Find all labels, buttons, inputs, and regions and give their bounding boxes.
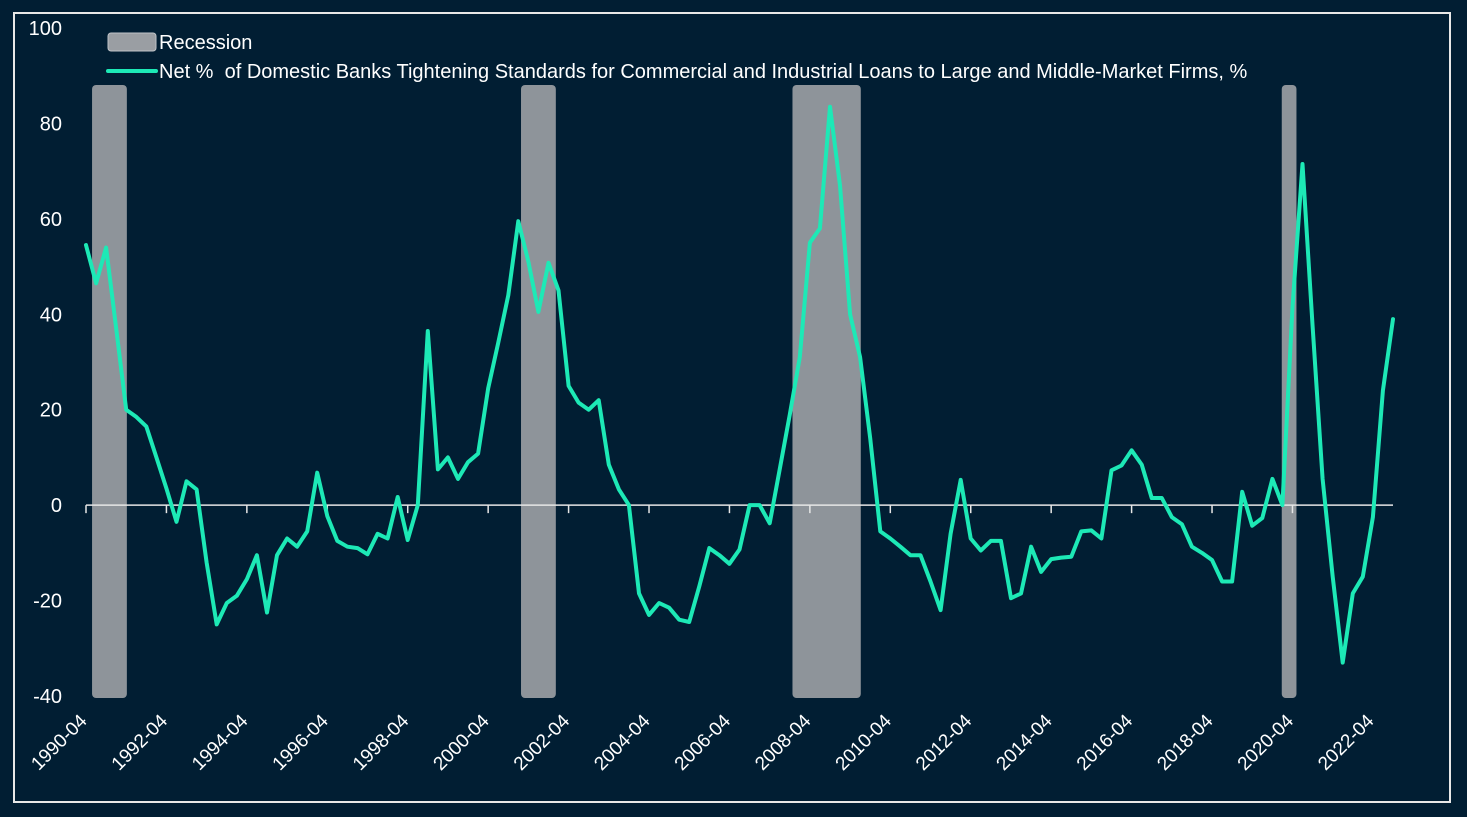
x-tick-label: 1990-04 — [27, 710, 91, 774]
series-line-net-tightening — [84, 104, 1395, 665]
x-tick-label: 2008-04 — [751, 710, 815, 774]
x-tick-label: 1992-04 — [108, 710, 172, 774]
x-tick-label: 2014-04 — [993, 710, 1057, 774]
y-tick-label: 20 — [40, 400, 62, 422]
x-tick-label: 2022-04 — [1314, 710, 1378, 774]
x-tick-label: 1994-04 — [188, 710, 252, 774]
x-tick-label: 2010-04 — [832, 710, 896, 774]
recession-band-3 — [792, 85, 861, 698]
axes: -40 -20 0 20 40 60 80 100 1990-04 1992-04 1994-04 1… — [27, 18, 1393, 775]
x-tick-label: 1998-04 — [349, 710, 413, 774]
y-tick-label: 80 — [40, 113, 62, 135]
legend-series-label: Net % of Domestic Banks Tightening Stand… — [159, 61, 1247, 83]
series-layer — [84, 104, 1395, 665]
x-tick-label: 2012-04 — [912, 710, 976, 774]
x-tick-label: 2000-04 — [430, 710, 494, 774]
y-tick-label: 100 — [29, 18, 62, 40]
recession-band-2 — [521, 85, 556, 698]
x-tick-label: 2016-04 — [1073, 710, 1137, 774]
y-tick-label: 0 — [51, 495, 62, 517]
x-tick-label: 2006-04 — [671, 710, 735, 774]
y-tick-label: -20 — [33, 591, 62, 613]
legend: Recession Net % of Domestic Banks Tighte… — [106, 32, 1247, 83]
x-tick-label: 2018-04 — [1153, 710, 1217, 774]
chart-border — [13, 12, 1451, 803]
x-tick-label: 2002-04 — [510, 710, 574, 774]
y-tick-label: 40 — [40, 304, 62, 326]
legend-recession-label: Recession — [159, 32, 252, 54]
y-tick-label: 60 — [40, 209, 62, 231]
x-tick-label: 2020-04 — [1234, 710, 1298, 774]
x-tick-label: 2004-04 — [590, 710, 654, 774]
legend-recession-swatch — [107, 32, 157, 52]
y-tick-label: -40 — [33, 686, 62, 708]
recession-band-1 — [92, 85, 127, 698]
x-tick-label: 1996-04 — [269, 710, 333, 774]
